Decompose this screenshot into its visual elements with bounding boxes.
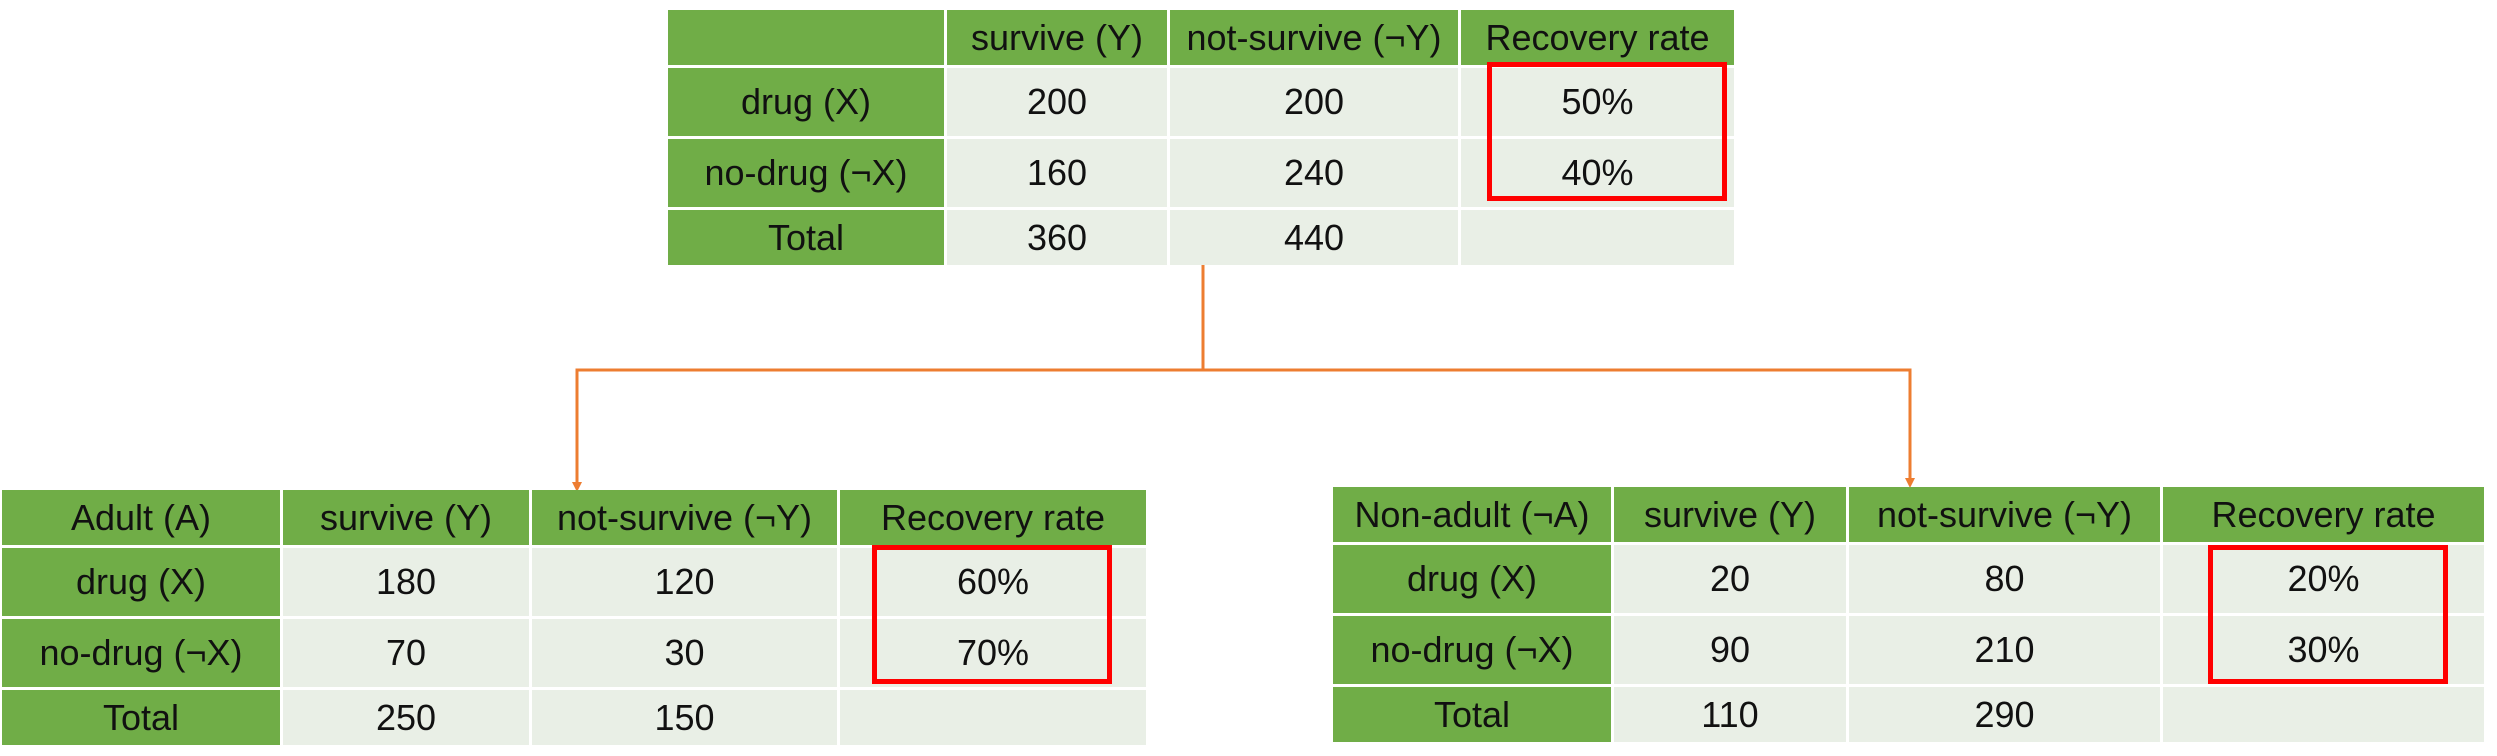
connector-to-adult <box>572 253 1205 492</box>
not-survive-cell: 210 <box>1849 616 2160 684</box>
recovery-rate-cell: 20% <box>2163 545 2484 613</box>
recovery-rate-cell: 60% <box>840 548 1146 616</box>
survive-cell: 180 <box>283 548 529 616</box>
not-survive-cell: 200 <box>1170 68 1458 136</box>
adult-table: Adult (A) survive (Y) not-survive (¬Y) R… <box>2 490 1146 745</box>
not-survive-cell: 240 <box>1170 139 1458 207</box>
recovery-rate-cell <box>840 690 1146 745</box>
row-label: drug (X) <box>1333 545 1611 613</box>
corner-cell <box>668 10 944 65</box>
not-survive-cell: 80 <box>1849 545 2160 613</box>
row-label: no-drug (¬X) <box>1333 616 1611 684</box>
not-survive-cell: 30 <box>532 619 837 687</box>
not-survive-cell: 120 <box>532 548 837 616</box>
column-header: not-survive (¬Y) <box>1170 10 1458 65</box>
column-header: survive (Y) <box>283 490 529 545</box>
not-survive-cell: 150 <box>532 690 837 745</box>
recovery-rate-highlight-adult <box>872 545 1112 684</box>
recovery-rate-cell <box>2163 687 2484 742</box>
overall-table: survive (Y) not-survive (¬Y) Recovery ra… <box>668 10 1734 265</box>
recovery-rate-cell: 70% <box>840 619 1146 687</box>
column-header: survive (Y) <box>1614 487 1846 542</box>
column-header: not-survive (¬Y) <box>532 490 837 545</box>
row-label: no-drug (¬X) <box>668 139 944 207</box>
row-label: drug (X) <box>668 68 944 136</box>
survive-cell: 200 <box>947 68 1167 136</box>
survive-cell: 160 <box>947 139 1167 207</box>
recovery-rate-highlight-overall <box>1487 62 1727 201</box>
corner-cell: Non-adult (¬A) <box>1333 487 1611 542</box>
corner-cell: Adult (A) <box>2 490 280 545</box>
recovery-rate-highlight-non-adult <box>2208 545 2448 684</box>
row-label: Total <box>1333 687 1611 742</box>
survive-cell: 70 <box>283 619 529 687</box>
row-label: no-drug (¬X) <box>2 619 280 687</box>
column-header: Recovery rate <box>2163 487 2484 542</box>
recovery-rate-cell: 30% <box>2163 616 2484 684</box>
column-header: Recovery rate <box>840 490 1146 545</box>
non-adult-table: Non-adult (¬A) survive (Y) not-survive (… <box>1333 487 2484 742</box>
row-label: drug (X) <box>2 548 280 616</box>
column-header: survive (Y) <box>947 10 1167 65</box>
survive-cell: 20 <box>1614 545 1846 613</box>
recovery-rate-cell: 40% <box>1461 139 1734 207</box>
not-survive-cell: 440 <box>1170 210 1458 265</box>
recovery-rate-cell: 50% <box>1461 68 1734 136</box>
survive-cell: 360 <box>947 210 1167 265</box>
column-header: not-survive (¬Y) <box>1849 487 2160 542</box>
survive-cell: 250 <box>283 690 529 745</box>
recovery-rate-cell <box>1461 210 1734 265</box>
survive-cell: 90 <box>1614 616 1846 684</box>
column-header: Recovery rate <box>1461 10 1734 65</box>
not-survive-cell: 290 <box>1849 687 2160 742</box>
row-label: Total <box>2 690 280 745</box>
row-label: Total <box>668 210 944 265</box>
survive-cell: 110 <box>1614 687 1846 742</box>
connector-to-nonadult <box>1203 368 1915 488</box>
